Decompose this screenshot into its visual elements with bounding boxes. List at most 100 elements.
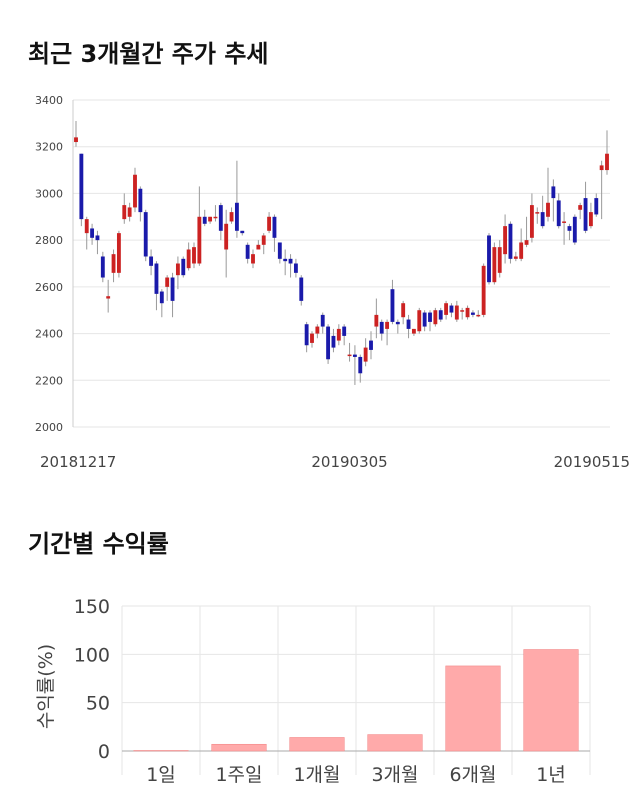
price-candle	[192, 247, 196, 264]
price-candle	[272, 216, 277, 238]
price-candle	[218, 205, 223, 231]
price-candle	[363, 347, 368, 362]
price-candle	[79, 153, 84, 220]
price-candle	[277, 242, 282, 259]
price-candle	[444, 303, 449, 315]
price-x-tick-labels: 20181217 20190305 20190515	[40, 453, 630, 471]
price-candle	[304, 324, 309, 346]
price-candle	[240, 230, 245, 234]
price-candle	[315, 326, 320, 334]
returns-y-tick-label: 150	[74, 596, 110, 618]
price-candle	[159, 291, 164, 304]
price-candle	[352, 354, 357, 357]
price-y-tick-label: 2000	[35, 421, 63, 434]
price-candle	[175, 263, 180, 276]
price-candle	[481, 265, 486, 315]
price-candle	[583, 198, 588, 231]
price-x-tick-label: 20181217	[40, 453, 116, 471]
price-candle	[197, 216, 202, 264]
price-candle	[454, 305, 459, 320]
price-candle	[460, 310, 465, 312]
price-candle	[116, 233, 121, 273]
price-candle	[310, 333, 314, 343]
returns-y-tick-labels: 0 50 100 150	[74, 596, 110, 763]
price-candle	[122, 205, 127, 220]
price-candle	[111, 254, 116, 273]
price-candle	[406, 319, 411, 329]
price-candle	[95, 235, 100, 241]
returns-bar	[523, 649, 579, 752]
price-candle	[546, 202, 550, 217]
price-candle	[465, 307, 470, 318]
price-candle	[106, 296, 111, 299]
price-y-tick-label: 2800	[35, 234, 63, 247]
price-candle	[283, 258, 288, 262]
price-candle	[503, 226, 508, 255]
price-candle	[358, 356, 363, 374]
price-candle	[186, 249, 191, 269]
price-y-tick-label: 3000	[35, 187, 63, 200]
price-candle	[433, 310, 438, 325]
returns-y-tick-label: 50	[86, 693, 110, 715]
price-candle	[422, 312, 427, 327]
price-candle	[449, 305, 454, 313]
price-y-tick-label: 2600	[35, 281, 63, 294]
returns-y-tick-label: 100	[74, 644, 110, 666]
returns-y-axis-label: 수익률(%)	[35, 644, 57, 729]
price-candle	[551, 186, 556, 199]
price-candle	[578, 205, 583, 210]
price-candle	[599, 165, 604, 171]
candlestick-chart: 2000 2200 2400 2600 2800 3000 3200 3400 2018121…	[35, 94, 630, 471]
price-candle	[261, 235, 266, 245]
price-gridlines	[73, 99, 610, 428]
returns-y-tick-label: 0	[98, 741, 110, 763]
price-trend-title: 최근 3개월간 주가 추세	[28, 40, 269, 68]
price-candle	[213, 216, 218, 219]
price-candle	[326, 326, 331, 360]
price-candle	[572, 216, 577, 243]
price-candle	[170, 277, 175, 301]
price-candle	[411, 328, 416, 334]
price-candle	[138, 188, 143, 213]
price-candle	[524, 240, 529, 245]
price-candle	[556, 200, 561, 227]
price-candle	[229, 212, 234, 222]
price-candle	[84, 219, 89, 234]
price-candle	[202, 216, 207, 224]
price-candle	[369, 340, 373, 350]
price-candle	[508, 223, 513, 259]
returns-x-tick-label: 1년	[536, 764, 566, 786]
returns-bar	[445, 665, 501, 752]
price-x-tick-label: 20190305	[311, 453, 387, 471]
price-candle	[234, 202, 239, 231]
price-candle	[417, 310, 422, 332]
price-candle	[224, 223, 229, 250]
price-candle	[143, 212, 148, 257]
price-candle	[395, 321, 400, 325]
returns-bar	[367, 734, 423, 752]
price-candle	[154, 263, 159, 294]
price-candle	[342, 326, 347, 336]
price-candles	[74, 121, 609, 385]
price-y-tick-label: 2400	[35, 328, 63, 341]
returns-x-tick-label: 3개월	[371, 764, 418, 786]
price-candle	[208, 216, 213, 222]
price-candle	[251, 254, 255, 264]
price-candle	[336, 328, 341, 341]
price-candle	[428, 312, 432, 322]
price-candle	[288, 258, 293, 264]
price-candle	[497, 247, 502, 273]
price-candle	[476, 314, 481, 317]
price-candle	[256, 244, 261, 250]
price-candle	[293, 263, 298, 273]
price-candle	[594, 198, 599, 215]
price-candle	[331, 335, 336, 348]
returns-x-tick-label: 1개월	[293, 764, 340, 786]
price-candle	[267, 216, 272, 231]
price-candle	[100, 256, 105, 278]
price-candle	[535, 212, 540, 214]
price-candle	[320, 314, 325, 327]
price-candle	[470, 312, 475, 315]
price-candle	[245, 244, 250, 259]
price-candle	[401, 303, 406, 318]
